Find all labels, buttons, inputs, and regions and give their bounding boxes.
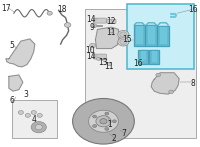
Circle shape (169, 90, 174, 94)
Circle shape (35, 125, 42, 130)
Text: 6: 6 (9, 96, 14, 105)
Text: 11: 11 (107, 28, 116, 37)
Text: 10: 10 (85, 46, 94, 55)
Circle shape (25, 113, 30, 117)
Polygon shape (141, 50, 145, 61)
Circle shape (93, 115, 97, 118)
Circle shape (156, 73, 161, 77)
Polygon shape (152, 50, 156, 61)
Circle shape (112, 120, 116, 123)
Text: 14: 14 (87, 15, 96, 24)
Circle shape (37, 113, 42, 117)
Polygon shape (134, 25, 145, 46)
Circle shape (100, 119, 107, 124)
Polygon shape (136, 25, 142, 43)
Circle shape (105, 127, 109, 130)
Text: 7: 7 (121, 129, 126, 138)
Circle shape (109, 29, 114, 33)
Polygon shape (9, 75, 23, 91)
Text: 16: 16 (188, 5, 198, 14)
Text: 12: 12 (107, 17, 116, 26)
Circle shape (118, 38, 129, 46)
FancyBboxPatch shape (94, 18, 106, 23)
Polygon shape (145, 25, 157, 46)
Text: 4: 4 (31, 115, 36, 124)
Polygon shape (160, 26, 166, 43)
Circle shape (118, 30, 129, 39)
Text: 1: 1 (107, 120, 112, 129)
Text: 15: 15 (123, 35, 132, 44)
Polygon shape (6, 39, 35, 67)
Text: 17: 17 (1, 4, 11, 13)
Circle shape (92, 24, 97, 27)
Circle shape (18, 111, 23, 114)
Text: 14: 14 (87, 52, 96, 61)
FancyBboxPatch shape (107, 19, 116, 23)
Circle shape (93, 125, 97, 127)
Polygon shape (138, 50, 148, 64)
Text: 5: 5 (9, 41, 14, 50)
FancyBboxPatch shape (12, 100, 57, 138)
Circle shape (73, 98, 134, 144)
Text: 11: 11 (105, 62, 114, 71)
Polygon shape (151, 73, 179, 94)
Circle shape (120, 32, 127, 37)
Text: 18: 18 (57, 5, 66, 14)
Circle shape (47, 11, 52, 15)
Text: 13: 13 (99, 58, 108, 67)
Text: 16: 16 (133, 59, 143, 69)
Circle shape (64, 23, 71, 27)
Circle shape (31, 111, 36, 114)
Polygon shape (148, 25, 154, 43)
Text: 2: 2 (111, 134, 116, 143)
FancyBboxPatch shape (127, 4, 194, 69)
Text: 3: 3 (23, 90, 28, 99)
Circle shape (96, 116, 111, 127)
FancyBboxPatch shape (94, 54, 106, 59)
Circle shape (96, 57, 100, 60)
Circle shape (31, 122, 46, 133)
Circle shape (107, 62, 112, 66)
Circle shape (105, 112, 109, 115)
Polygon shape (149, 50, 159, 64)
Polygon shape (95, 27, 119, 49)
Text: 9: 9 (89, 23, 94, 32)
Circle shape (89, 110, 118, 132)
Polygon shape (157, 26, 169, 46)
Circle shape (90, 43, 95, 48)
Circle shape (120, 39, 127, 45)
Text: 8: 8 (191, 78, 195, 88)
FancyBboxPatch shape (85, 9, 196, 138)
